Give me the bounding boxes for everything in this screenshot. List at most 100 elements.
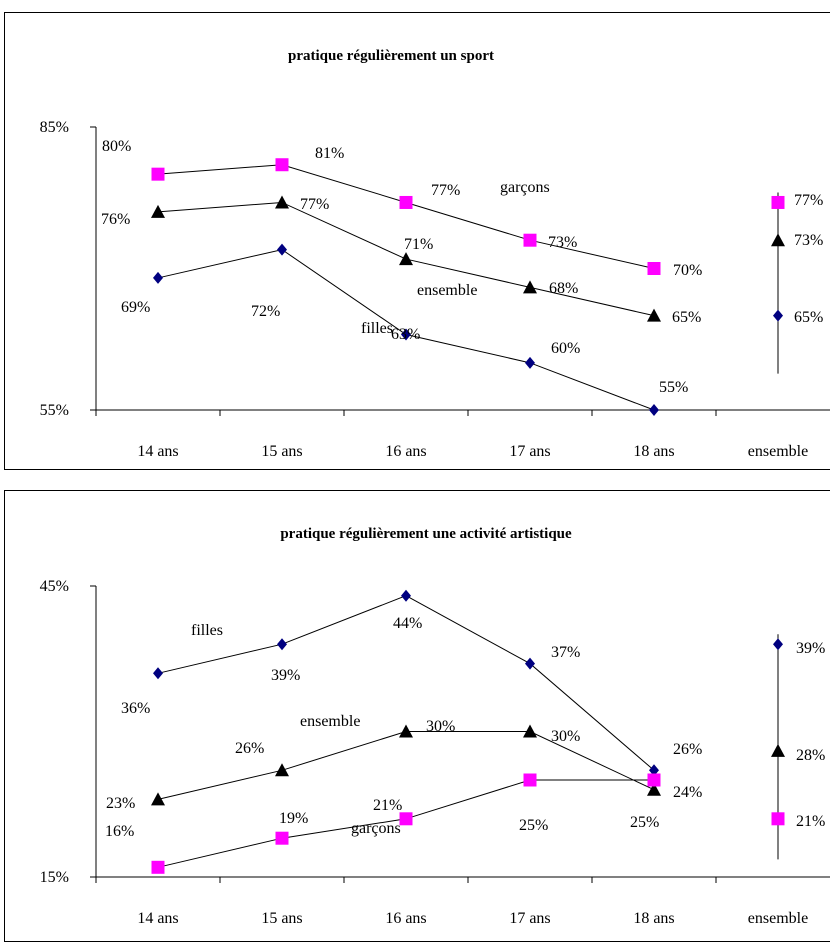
- ensemble-point: [771, 195, 785, 209]
- data-point: [525, 657, 535, 670]
- x-tick-label: 14 ans: [137, 443, 178, 460]
- data-label: 63%: [391, 326, 420, 343]
- data-point: [523, 724, 537, 738]
- data-point: [277, 243, 287, 256]
- data-point: [275, 763, 289, 777]
- ensemble-point: [771, 233, 785, 247]
- data-label: 23%: [106, 795, 135, 812]
- data-point: [647, 782, 661, 796]
- data-point: [275, 831, 289, 845]
- data-label: 73%: [548, 234, 577, 251]
- series-garcons: 80% 81% 77% 73% 70% 77% garçons: [102, 138, 823, 279]
- data-point: [647, 308, 661, 322]
- series-ensemble: 23% 26% 30% 30% 24% 28% ensemble: [106, 713, 825, 812]
- x-tick-label: 17 ans: [509, 443, 550, 460]
- chart-title: pratique régulièrement une activité arti…: [280, 526, 572, 542]
- data-point: [647, 773, 661, 787]
- data-point: [523, 280, 537, 294]
- ensemble-data-label: 28%: [796, 747, 825, 764]
- data-label: 16%: [105, 823, 134, 840]
- data-label: 68%: [549, 280, 578, 297]
- data-point: [151, 204, 165, 218]
- data-label: 26%: [235, 740, 264, 757]
- data-label: 39%: [271, 667, 300, 684]
- ensemble-point: [773, 638, 783, 651]
- series-name-label: garçons: [500, 179, 550, 196]
- data-point: [647, 262, 661, 275]
- data-point: [399, 252, 413, 266]
- x-tick-label: 17 ans: [509, 910, 550, 927]
- ensemble-point: [773, 309, 783, 322]
- series-filles: 36% 39% 44% 37% 26% 39% filles: [121, 589, 825, 777]
- data-label: 70%: [673, 262, 702, 279]
- data-label: 30%: [426, 718, 455, 735]
- data-point: [153, 667, 163, 680]
- y-tick-label: 45%: [40, 578, 69, 595]
- data-label: 55%: [659, 379, 688, 396]
- data-label: 25%: [630, 814, 659, 831]
- data-point: [151, 167, 165, 181]
- data-point: [649, 404, 659, 416]
- ensemble-data-label: 73%: [794, 232, 823, 249]
- x-tick-label: 16 ans: [385, 443, 426, 460]
- data-point: [399, 812, 413, 826]
- ensemble-point: [771, 812, 785, 826]
- data-label: 71%: [404, 236, 433, 253]
- data-label: 36%: [121, 700, 150, 717]
- data-label: 81%: [315, 145, 344, 162]
- data-point: [399, 724, 413, 738]
- data-label: 21%: [373, 797, 402, 814]
- data-label: 60%: [551, 340, 580, 357]
- x-tick-label: 18 ans: [633, 443, 674, 460]
- data-point: [401, 328, 411, 341]
- x-tick-label: ensemble: [748, 443, 808, 460]
- ensemble-data-label: 77%: [794, 192, 823, 209]
- x-tick-label: 14 ans: [137, 910, 178, 927]
- data-label: 24%: [673, 784, 702, 801]
- data-label: 72%: [251, 303, 280, 320]
- data-label: 77%: [300, 196, 329, 213]
- data-label: 80%: [102, 138, 131, 155]
- y-tick-label: 15%: [40, 869, 69, 886]
- data-point: [401, 589, 411, 602]
- data-label: 44%: [393, 615, 422, 632]
- series-ensemble: 76% 77% 71% 68% 65% 73% ensemble: [101, 195, 823, 326]
- data-point: [277, 638, 287, 651]
- artistic-chart-panel: pratique régulièrement une activité arti…: [4, 490, 830, 942]
- x-tick-label: 16 ans: [385, 910, 426, 927]
- series-name-label: filles: [361, 320, 393, 337]
- data-point: [275, 158, 289, 172]
- series-name-label: ensemble: [300, 713, 360, 730]
- data-point: [525, 356, 535, 369]
- x-tick-label: 18 ans: [633, 910, 674, 927]
- data-label: 69%: [121, 299, 150, 316]
- series-name-label: filles: [191, 622, 223, 639]
- series-filles: 69% 72% 63% 60% 55% 65% filles: [121, 243, 823, 416]
- data-label: 37%: [551, 644, 580, 661]
- data-label: 77%: [431, 182, 460, 199]
- data-point: [151, 792, 165, 806]
- data-point: [649, 764, 659, 777]
- artistic-chart: pratique régulièrement une activité arti…: [40, 526, 830, 927]
- data-point: [275, 195, 289, 209]
- data-point: [523, 773, 537, 787]
- data-point: [153, 271, 163, 284]
- ensemble-data-label: 21%: [796, 813, 825, 830]
- ensemble-data-label: 65%: [794, 309, 823, 326]
- sport-chart: pratique régulièrement un sport 55% 85% 14…: [40, 48, 830, 460]
- data-point: [399, 195, 413, 209]
- x-tick-label: 15 ans: [261, 910, 302, 927]
- x-tick-label: 15 ans: [261, 443, 302, 460]
- sport-chart-panel: pratique régulièrement un sport 55% 85% 14…: [4, 12, 830, 470]
- data-point: [523, 233, 537, 247]
- data-label: 30%: [551, 728, 580, 745]
- ensemble-data-label: 39%: [796, 640, 825, 657]
- x-tick-label: ensemble: [748, 910, 808, 927]
- data-label: 76%: [101, 211, 130, 228]
- data-label: 25%: [519, 817, 548, 834]
- series-garcons: 16% 19% 21% 25% 25% 21% garçons: [105, 773, 825, 874]
- y-tick-label: 55%: [40, 402, 69, 419]
- chart-title: pratique régulièrement un sport: [288, 48, 494, 64]
- data-point: [151, 860, 165, 874]
- series-name-label: garçons: [351, 820, 401, 837]
